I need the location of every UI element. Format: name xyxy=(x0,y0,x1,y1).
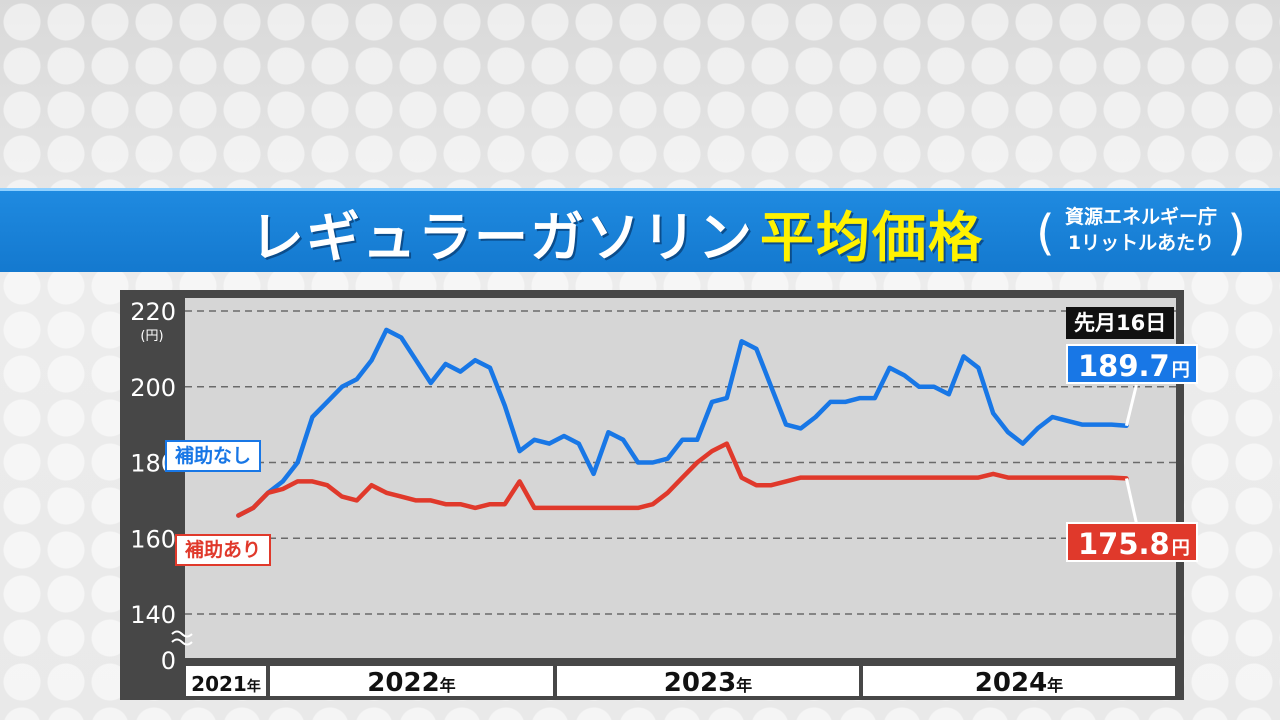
axis-break-bottom xyxy=(171,638,193,646)
x-tick-label: 2021年 xyxy=(191,672,261,696)
x-tick-label: 2022年 xyxy=(367,668,455,698)
with-subsidy-pointer xyxy=(1124,478,1138,524)
title-source: ( 資源エネルギー庁 1リットルあたり ) xyxy=(1036,204,1246,262)
no-subsidy-latest-value: 189.7 円 xyxy=(1066,344,1198,384)
title-main-text: レギュラーガソリン xyxy=(250,205,754,269)
with-subsidy-latest-value: 175.8 円 xyxy=(1066,522,1198,562)
chart-title: レギュラーガソリン 平均価格 xyxy=(250,196,984,269)
x-year-box xyxy=(557,666,859,696)
y-tick-label: 0 xyxy=(161,647,176,675)
no-subsidy-value-text: 189.7 xyxy=(1078,349,1170,383)
series-line-with-subsidy xyxy=(236,441,1129,518)
axis-break-top xyxy=(171,630,193,638)
x-tick-label: 2023年 xyxy=(664,668,752,698)
y-tick-label: 200 xyxy=(130,374,176,402)
with-subsidy-value-text: 175.8 xyxy=(1078,527,1170,561)
no-subsidy-label: 補助なし xyxy=(165,440,262,472)
with-subsidy-unit: 円 xyxy=(1171,538,1190,559)
source-line-1: 資源エネルギー庁 xyxy=(1064,206,1217,228)
y-tick-label: 160 xyxy=(130,525,176,553)
x-year-box xyxy=(863,666,1175,696)
date-badge: 先月16日 xyxy=(1066,307,1175,339)
x-tick-label: 2024年 xyxy=(975,668,1063,698)
y-tick-label: 220 xyxy=(130,298,176,326)
open-paren: ( xyxy=(1036,205,1055,261)
no-subsidy-unit: 円 xyxy=(1171,360,1190,381)
source-line-2: 1リットルあたり xyxy=(1067,232,1215,254)
x-year-box xyxy=(186,666,266,696)
series-line-no-subsidy xyxy=(236,327,1129,518)
title-highlight-text: 平均価格 xyxy=(760,205,984,269)
no-subsidy-pointer xyxy=(1124,384,1138,427)
x-year-box xyxy=(270,666,553,696)
y-tick-label: 140 xyxy=(130,601,176,629)
y-axis-unit: (円) xyxy=(140,329,163,344)
close-paren: ) xyxy=(1227,205,1246,261)
title-bar xyxy=(0,188,1280,272)
with-subsidy-label: 補助あり xyxy=(175,534,272,566)
